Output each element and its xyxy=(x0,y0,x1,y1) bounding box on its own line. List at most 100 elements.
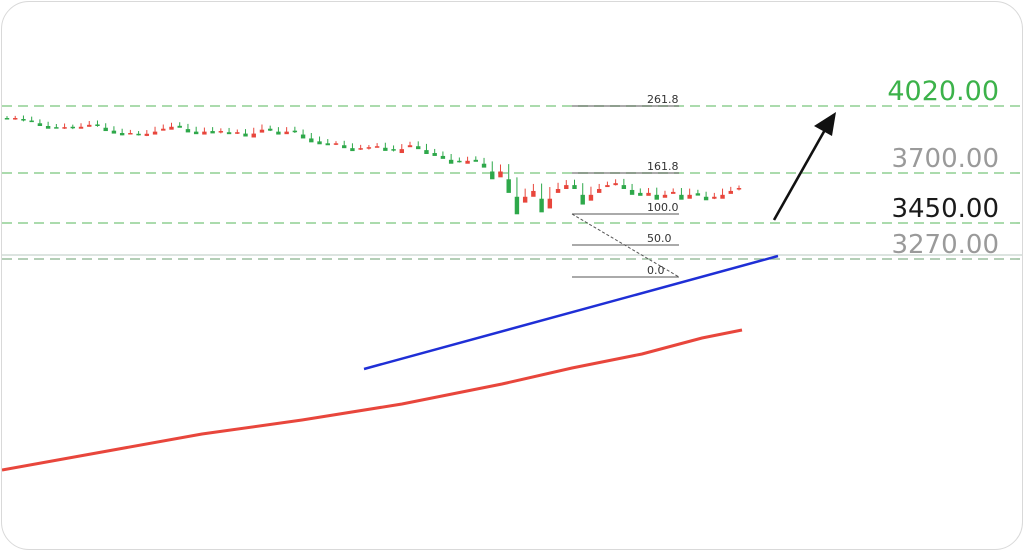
candle-body xyxy=(128,133,133,135)
candle-body xyxy=(37,123,43,126)
moving-average-line xyxy=(2,328,743,472)
candle-body xyxy=(103,127,108,132)
candle-body xyxy=(391,149,396,151)
candle-body xyxy=(662,194,668,198)
candlesticks xyxy=(4,115,742,215)
candle-body xyxy=(70,126,75,129)
candle-body xyxy=(210,131,215,134)
candle-body xyxy=(572,185,577,189)
fib-diagonal xyxy=(571,213,680,278)
candle-body xyxy=(564,185,569,189)
candle-body xyxy=(136,133,141,136)
candle-body xyxy=(284,131,289,135)
candle-body xyxy=(506,179,511,193)
candle-body xyxy=(62,127,67,129)
candle-body xyxy=(119,133,125,136)
level-label: 3450.00 xyxy=(891,194,999,224)
support-resistance-levels xyxy=(2,105,1022,260)
candle-body xyxy=(259,129,265,133)
candle-body xyxy=(383,147,388,151)
candle-body xyxy=(588,194,594,201)
candle-body xyxy=(531,190,536,197)
level-label: 3700.00 xyxy=(891,144,999,174)
candle-body xyxy=(350,148,355,152)
fib-level-label: 50.0 xyxy=(647,232,672,245)
candle-body xyxy=(679,194,684,200)
candle-body xyxy=(703,196,709,201)
candle-body xyxy=(547,198,553,209)
candle-body xyxy=(144,133,150,136)
candle-body xyxy=(193,131,199,135)
candle-body xyxy=(309,138,314,143)
candle-body xyxy=(45,126,51,129)
candle-body xyxy=(539,198,544,213)
level-label: 4020.00 xyxy=(887,76,999,107)
ascending-trendline xyxy=(363,254,779,371)
candle-body xyxy=(473,159,479,162)
candle-body xyxy=(621,185,627,189)
candle-body xyxy=(712,196,717,199)
candle-body xyxy=(440,155,446,159)
candle-body xyxy=(243,133,248,137)
candle-body xyxy=(218,131,224,133)
candle-body xyxy=(226,132,232,135)
candle-body xyxy=(490,171,495,180)
candle-body xyxy=(54,127,59,129)
fib-level-label: 161.8 xyxy=(647,160,679,173)
arrow-shaft xyxy=(772,127,828,221)
candle-body xyxy=(185,129,191,133)
candle-body xyxy=(300,134,306,139)
candle-body xyxy=(522,196,528,203)
fib-level-label: 100.0 xyxy=(647,201,679,214)
candle-body xyxy=(4,118,10,120)
candle-body xyxy=(465,160,470,164)
candle-body xyxy=(87,124,92,127)
candle-body xyxy=(169,126,174,130)
candle-body xyxy=(29,120,34,123)
candle-body xyxy=(448,159,454,164)
projection-arrow xyxy=(772,112,836,221)
fibonacci-retracement: 261.8 161.8 100.0 50.0 0.0 xyxy=(571,93,680,278)
candle-body xyxy=(646,192,651,196)
fib-level-label: 261.8 xyxy=(647,93,679,106)
candle-body xyxy=(514,196,520,215)
candle-body xyxy=(605,185,610,188)
candle-body xyxy=(21,119,26,121)
candle-body xyxy=(358,148,363,150)
candle-body xyxy=(292,130,298,133)
candle-body xyxy=(424,150,429,154)
candle-body xyxy=(416,146,421,150)
fib-level-label: 0.0 xyxy=(647,264,665,277)
candle-body xyxy=(728,190,733,194)
candle-body xyxy=(654,194,659,200)
candle-body xyxy=(333,143,339,145)
candle-body xyxy=(13,118,18,120)
candle-body xyxy=(374,146,380,148)
candle-body xyxy=(366,147,372,149)
candle-body xyxy=(498,171,503,178)
candle-body xyxy=(613,183,618,186)
candle-body xyxy=(671,191,676,194)
candle-body xyxy=(325,143,330,146)
candle-body xyxy=(95,124,100,126)
level-labels: 4020.00 3700.00 3450.00 3270.00 xyxy=(887,76,999,260)
candle-body xyxy=(432,153,437,156)
candle-body xyxy=(177,125,182,128)
candle-body xyxy=(111,130,117,134)
candle-body xyxy=(695,193,701,196)
candle-body xyxy=(407,145,413,148)
candle-body xyxy=(596,189,602,193)
candle-body xyxy=(161,128,166,131)
candle-body xyxy=(629,189,635,195)
candle-body xyxy=(342,145,347,149)
arrow-head xyxy=(814,112,836,136)
candle-body xyxy=(457,160,462,163)
candle-body xyxy=(235,132,240,134)
candle-body xyxy=(251,133,256,138)
candle-body xyxy=(267,128,273,131)
candle-body xyxy=(276,131,281,135)
candle-body xyxy=(481,163,487,168)
candle-body xyxy=(399,149,404,154)
candle-body xyxy=(152,131,158,135)
